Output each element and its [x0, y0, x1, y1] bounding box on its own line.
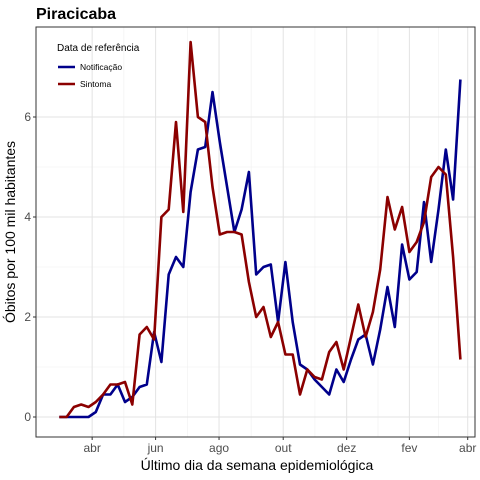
y-tick-label: 4 [24, 210, 31, 224]
series-line-1 [59, 40, 462, 419]
x-tick-label: abr [83, 441, 100, 455]
panel-border [35, 26, 476, 438]
y-tick-label: 0 [24, 410, 31, 424]
x-tick-label: out [275, 441, 292, 455]
legend-label-1: Sintoma [80, 79, 111, 89]
plot-panel [35, 26, 476, 438]
axis-ticks: 0 2 4 6 abr jun ago out dez fev abr [24, 110, 476, 455]
legend: Data de referência Notificação Sintoma [57, 43, 140, 89]
legend-label-0: Notificação [80, 62, 122, 72]
x-axis-title: Último dia da semana epidemiológica [141, 457, 374, 473]
x-tick-label: jun [147, 441, 164, 455]
x-tick-label: dez [337, 441, 356, 455]
x-tick-label: ago [209, 441, 229, 455]
chart-title: Piracicaba [36, 6, 116, 23]
y-axis-title: Óbitos por 100 mil habitantes [2, 141, 18, 323]
series-line-0 [59, 79, 462, 419]
x-tick-label: abr [459, 441, 476, 455]
y-tick-label: 6 [24, 110, 31, 124]
legend-title: Data de referência [57, 43, 140, 54]
series-lines [59, 40, 462, 419]
x-tick-label: fev [401, 441, 417, 455]
y-tick-label: 2 [24, 310, 31, 324]
